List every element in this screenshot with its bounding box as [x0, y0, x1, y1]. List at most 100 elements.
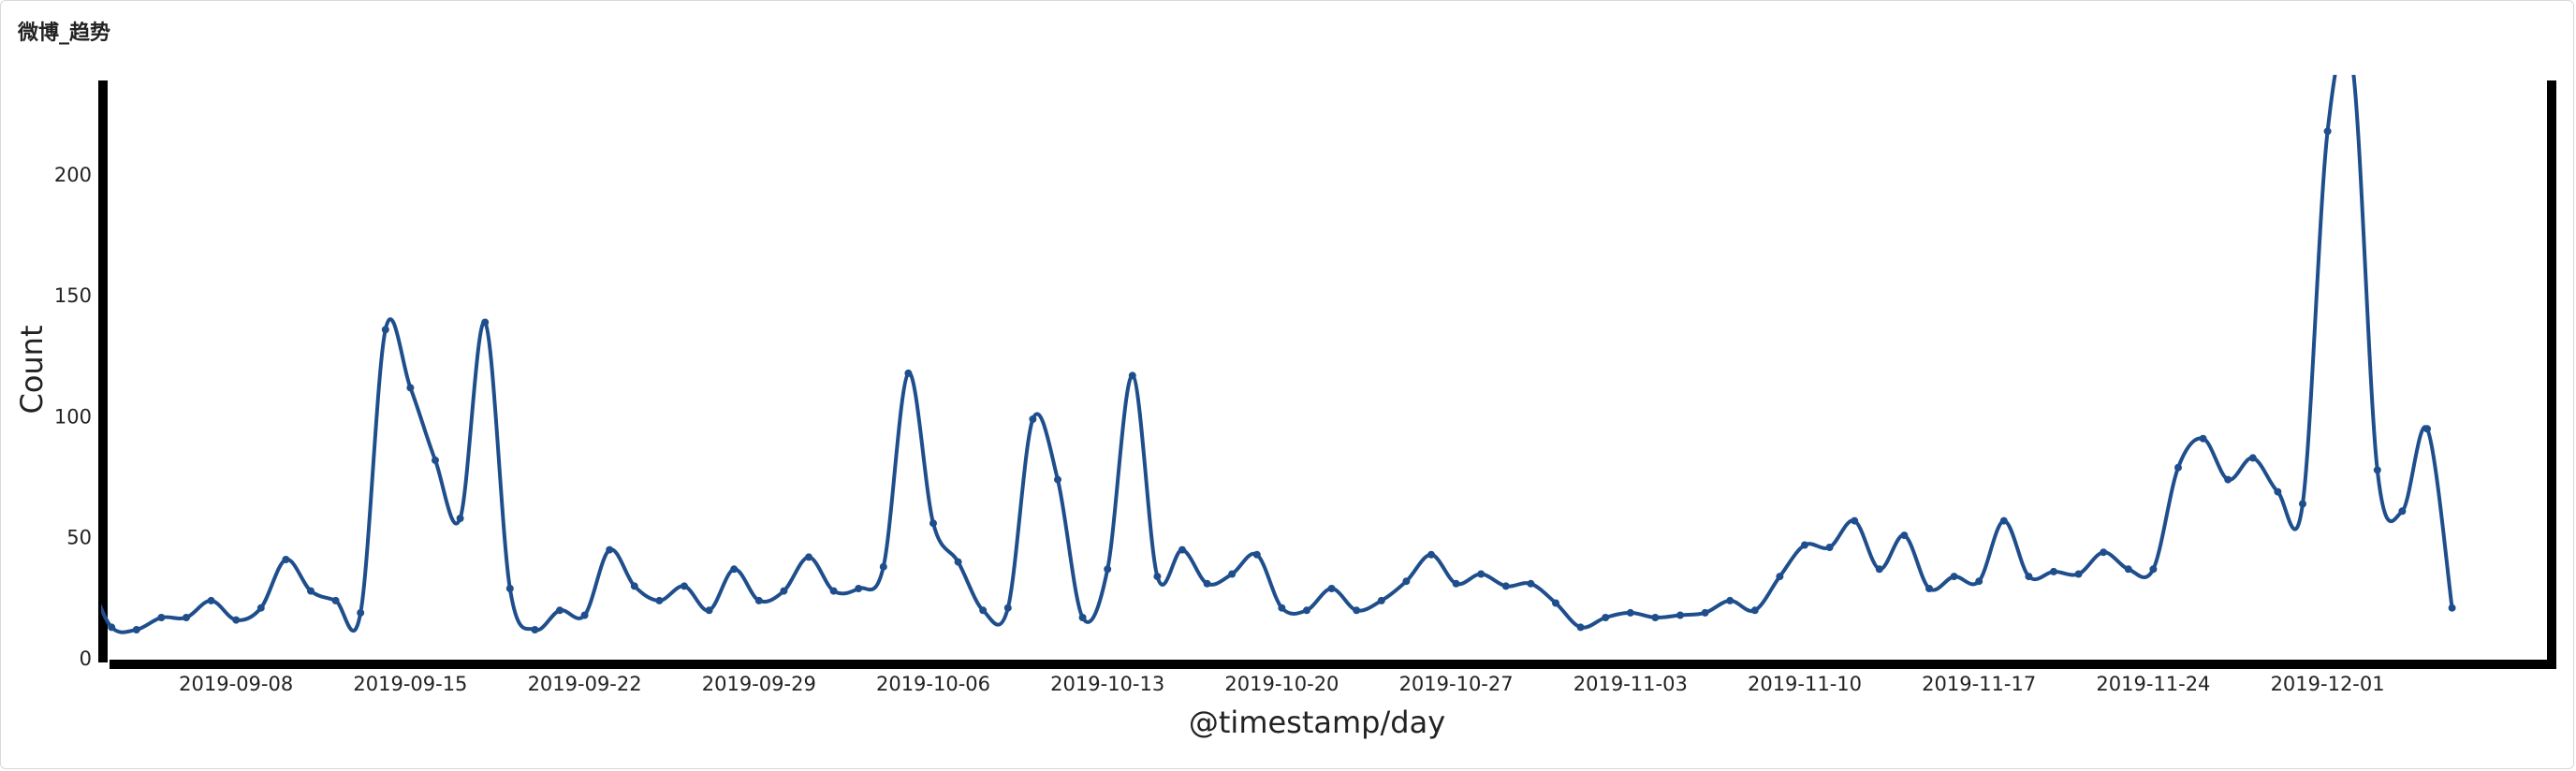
data-point: [681, 582, 688, 590]
data-point: [829, 587, 838, 595]
data-point: [357, 608, 365, 617]
data-point: [1003, 604, 1012, 612]
data-point: [904, 369, 913, 377]
data-point: [406, 384, 415, 392]
data-point: [754, 596, 763, 604]
data-point: [1501, 582, 1510, 590]
data-point: [1626, 608, 1634, 617]
y-tick-label: 150: [54, 284, 92, 307]
data-point: [1776, 573, 1784, 581]
data-point: [1602, 614, 1610, 621]
data-point: [630, 582, 638, 590]
data-point: [1701, 608, 1709, 617]
data-point: [1576, 623, 1585, 632]
x-tick-label: 2019-09-22: [528, 673, 642, 695]
data-point: [282, 556, 290, 563]
data-point: [1975, 577, 1983, 586]
data-point: [954, 558, 962, 566]
data-point: [2050, 567, 2057, 575]
data-point: [1203, 579, 1211, 588]
series-points: [58, 62, 2456, 633]
data-point: [2149, 565, 2158, 574]
data-point: [207, 596, 215, 604]
data-point: [580, 611, 589, 619]
x-ticks: 2019-09-08 2019-09-15 2019-09-22 2019-09-29…: [179, 673, 2384, 695]
data-point: [1327, 585, 1336, 592]
data-point: [505, 585, 514, 592]
data-point: [456, 515, 464, 522]
x-axis-title: @timestamp/day: [1189, 705, 1445, 740]
data-point: [432, 456, 439, 464]
data-point: [655, 596, 664, 604]
data-point: [83, 575, 91, 583]
x-tick-label: 2019-09-08: [179, 673, 293, 695]
data-point: [1178, 546, 1186, 554]
data-point: [1252, 550, 1261, 559]
data-point: [2398, 507, 2407, 516]
data-point: [58, 563, 66, 571]
data-point: [1825, 544, 1834, 551]
data-point: [2025, 573, 2033, 581]
data-point: [1402, 577, 1411, 586]
data-point: [2349, 62, 2356, 69]
data-point: [2373, 466, 2381, 474]
x-tick-label: 2019-11-24: [2096, 673, 2210, 695]
data-point: [1427, 550, 1435, 559]
data-point: [2448, 604, 2456, 612]
data-point: [1303, 606, 1310, 615]
data-point: [232, 616, 241, 624]
y-tick-label: 50: [66, 527, 92, 549]
data-point: [1875, 565, 1883, 574]
data-point: [1128, 371, 1136, 380]
data-point: [1353, 606, 1361, 615]
data-point: [1104, 565, 1112, 574]
data-point: [730, 565, 739, 574]
x-tick-label: 2019-09-15: [353, 673, 467, 695]
data-point: [556, 606, 564, 615]
data-point: [1029, 415, 1037, 423]
data-point: [1377, 596, 1385, 604]
y-ticks: 0 50 100 150 200: [54, 164, 92, 670]
data-point: [2323, 127, 2332, 136]
data-point: [307, 587, 315, 595]
y-tick-label: 100: [54, 405, 92, 428]
data-point: [2199, 434, 2207, 443]
data-point: [2274, 487, 2282, 496]
y-tick-label: 200: [54, 164, 92, 186]
data-point: [1452, 579, 1460, 588]
data-point: [1950, 573, 1958, 581]
data-point: [2100, 548, 2108, 557]
x-tick-label: 2019-10-27: [1399, 673, 1514, 695]
x-tick-label: 2019-10-13: [1050, 673, 1164, 695]
data-point: [132, 626, 140, 633]
data-point: [1801, 541, 1808, 549]
data-point: [1851, 516, 1859, 525]
x-tick-label: 2019-11-10: [1748, 673, 1862, 695]
data-point: [1651, 614, 1660, 621]
data-point: [879, 562, 887, 571]
data-point: [805, 553, 812, 561]
data-point: [780, 587, 788, 595]
data-point: [2248, 454, 2257, 462]
data-point: [1726, 596, 1734, 604]
data-point: [1676, 611, 1684, 619]
data-point: [1477, 570, 1486, 578]
data-point: [855, 585, 863, 592]
data-point: [1054, 475, 1061, 484]
data-point: [1999, 516, 2008, 525]
series-line: [101, 75, 2454, 634]
x-tick-label: 2019-10-20: [1224, 673, 1339, 695]
y-tick-label: 0: [80, 647, 92, 670]
data-point: [1552, 599, 1559, 607]
data-point: [108, 623, 116, 632]
panel-title: 微博_趋势: [18, 22, 111, 45]
data-point: [705, 606, 713, 615]
data-point: [1750, 606, 1759, 615]
data-point: [2299, 500, 2306, 508]
y-axis-title: Count: [14, 325, 50, 414]
data-point: [531, 626, 539, 633]
data-point: [1527, 579, 1535, 588]
data-point: [1228, 570, 1237, 578]
